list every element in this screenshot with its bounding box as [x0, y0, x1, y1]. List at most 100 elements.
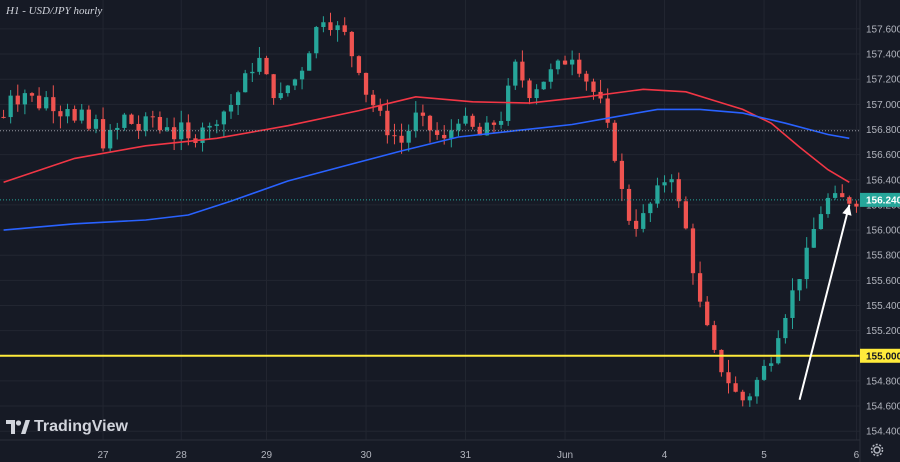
- candle-body: [705, 301, 710, 326]
- candle-body: [754, 379, 760, 397]
- x-tick-label: 28: [176, 450, 188, 461]
- candle-body: [143, 116, 148, 131]
- candle-body: [712, 325, 717, 350]
- candle-body: [811, 228, 816, 248]
- candle-body: [399, 135, 404, 143]
- candle-body: [818, 214, 824, 229]
- x-tick-label: 29: [261, 450, 273, 461]
- candle-body: [1, 116, 6, 118]
- candle-body: [776, 338, 781, 364]
- candle-body: [761, 365, 767, 380]
- candle-body: [72, 109, 77, 121]
- candle-body: [221, 111, 227, 125]
- candle-body: [335, 25, 340, 31]
- chart-title: H1 - USD/JPY hourly: [6, 5, 103, 17]
- candle-body: [8, 95, 13, 118]
- candle-body: [584, 73, 589, 82]
- candle-body: [228, 105, 234, 112]
- candle-body: [179, 122, 184, 140]
- candle-body: [214, 124, 219, 126]
- x-tick-label: 6: [854, 450, 860, 461]
- candle-body: [392, 135, 397, 137]
- candle-body: [555, 60, 561, 70]
- candle-body: [449, 130, 454, 139]
- candle-body: [243, 73, 248, 93]
- x-tick-label: 30: [360, 450, 372, 461]
- candle-body: [548, 69, 553, 82]
- y-tick-label: 155.600: [866, 276, 900, 287]
- y-tick-label: 156.400: [866, 175, 900, 186]
- candle-body: [420, 112, 426, 116]
- y-tick-label: 156.600: [866, 150, 900, 161]
- y-tick-label: 157.400: [866, 50, 900, 61]
- candle-body: [115, 127, 120, 130]
- candle-body: [136, 123, 141, 131]
- candle-body: [86, 109, 91, 129]
- candle-body: [470, 115, 475, 127]
- candle-body: [747, 396, 752, 401]
- candle-body: [577, 59, 582, 74]
- plot-area[interactable]: [0, 0, 860, 440]
- candle-body: [769, 363, 774, 366]
- candle-body: [648, 203, 653, 214]
- candle-body: [562, 60, 568, 65]
- candle-body: [65, 109, 70, 117]
- candle-body: [463, 115, 468, 124]
- candle-body: [22, 93, 28, 105]
- x-tick-label: 4: [662, 450, 668, 461]
- candle-body: [122, 114, 127, 128]
- x-tick-label: 31: [460, 450, 472, 461]
- candle-body: [797, 279, 802, 291]
- candle-body: [626, 188, 632, 221]
- support-price-tag: [860, 348, 900, 363]
- annotation-arrow-line: [798, 204, 851, 401]
- candle-body: [442, 134, 447, 139]
- candle-body: [164, 127, 170, 131]
- candle-body: [172, 127, 177, 140]
- candle-body: [790, 290, 795, 318]
- candle-body: [257, 57, 262, 72]
- y-tick-label: 157.600: [866, 24, 900, 35]
- settings-button[interactable]: [870, 443, 884, 462]
- candle-body: [51, 97, 56, 112]
- x-tick-label: Jun: [557, 450, 573, 461]
- candle-body: [207, 125, 212, 128]
- candle-body: [314, 27, 319, 54]
- candle-body: [93, 119, 99, 129]
- candle-body: [456, 123, 461, 131]
- candle-body: [271, 74, 276, 99]
- candle-body: [427, 115, 433, 131]
- candle-body: [356, 56, 362, 73]
- candle-body: [719, 349, 724, 373]
- candle-body: [804, 247, 809, 280]
- annotation-arrow-head: [842, 204, 852, 216]
- candle-body: [328, 22, 333, 31]
- candle-body: [513, 61, 518, 86]
- candle-body: [299, 70, 305, 80]
- candle-body: [498, 120, 504, 125]
- candle-body: [413, 112, 418, 131]
- y-tick-label: 155.200: [866, 326, 900, 337]
- candle-body: [541, 81, 546, 90]
- candle-body: [570, 59, 575, 65]
- moving-average-blue: [3, 108, 850, 231]
- candle-body: [783, 317, 788, 339]
- candle-body: [371, 94, 376, 106]
- candle-body: [733, 383, 738, 392]
- candle-body: [520, 61, 525, 81]
- y-tick-label: 154.600: [866, 402, 900, 413]
- gear-icon: [870, 443, 884, 457]
- candle-body: [591, 81, 596, 92]
- candle-body: [477, 126, 482, 136]
- candle-body: [854, 203, 859, 207]
- tradingview-logo[interactable]: TradingView: [6, 418, 128, 436]
- candle-body: [385, 110, 390, 136]
- candle-body: [655, 185, 660, 204]
- y-tick-label: 156.000: [866, 226, 900, 237]
- y-tick-label: 156.800: [866, 125, 900, 136]
- y-tick-label: 154.400: [866, 427, 900, 438]
- candle-body: [662, 182, 667, 186]
- candle-body: [150, 116, 155, 118]
- candle-body: [840, 193, 845, 198]
